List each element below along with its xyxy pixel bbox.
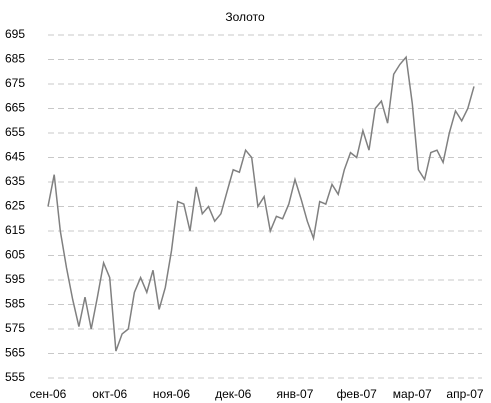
y-tick-label: 685: [5, 52, 25, 66]
y-tick-label: 665: [5, 101, 25, 115]
x-tick-label: янв-07: [277, 387, 314, 401]
y-tick-label: 695: [5, 27, 25, 41]
y-tick-label: 575: [5, 321, 25, 335]
x-tick-label: фев-07: [337, 387, 378, 401]
x-tick-label: сен-06: [30, 387, 67, 401]
y-tick-label: 565: [5, 346, 25, 360]
x-tick-label: ноя-06: [153, 387, 190, 401]
y-tick-label: 555: [5, 370, 25, 384]
price-line: [47, 55, 475, 352]
y-tick-label: 645: [5, 150, 25, 164]
x-tick-label: мар-07: [393, 387, 432, 401]
x-tick-label: окт-06: [92, 387, 127, 401]
y-tick-label: 605: [5, 248, 25, 262]
y-tick-label: 625: [5, 199, 25, 213]
chart-title: Золото: [225, 10, 265, 24]
y-tick-label: 615: [5, 223, 25, 237]
y-tick-label: 595: [5, 272, 25, 286]
y-tick-label: 675: [5, 76, 25, 90]
y-tick-label: 585: [5, 297, 25, 311]
x-tick-label: апр-07: [446, 387, 484, 401]
y-tick-label: 635: [5, 174, 25, 188]
x-tick-label: дек-06: [215, 387, 252, 401]
y-tick-label: 655: [5, 125, 25, 139]
